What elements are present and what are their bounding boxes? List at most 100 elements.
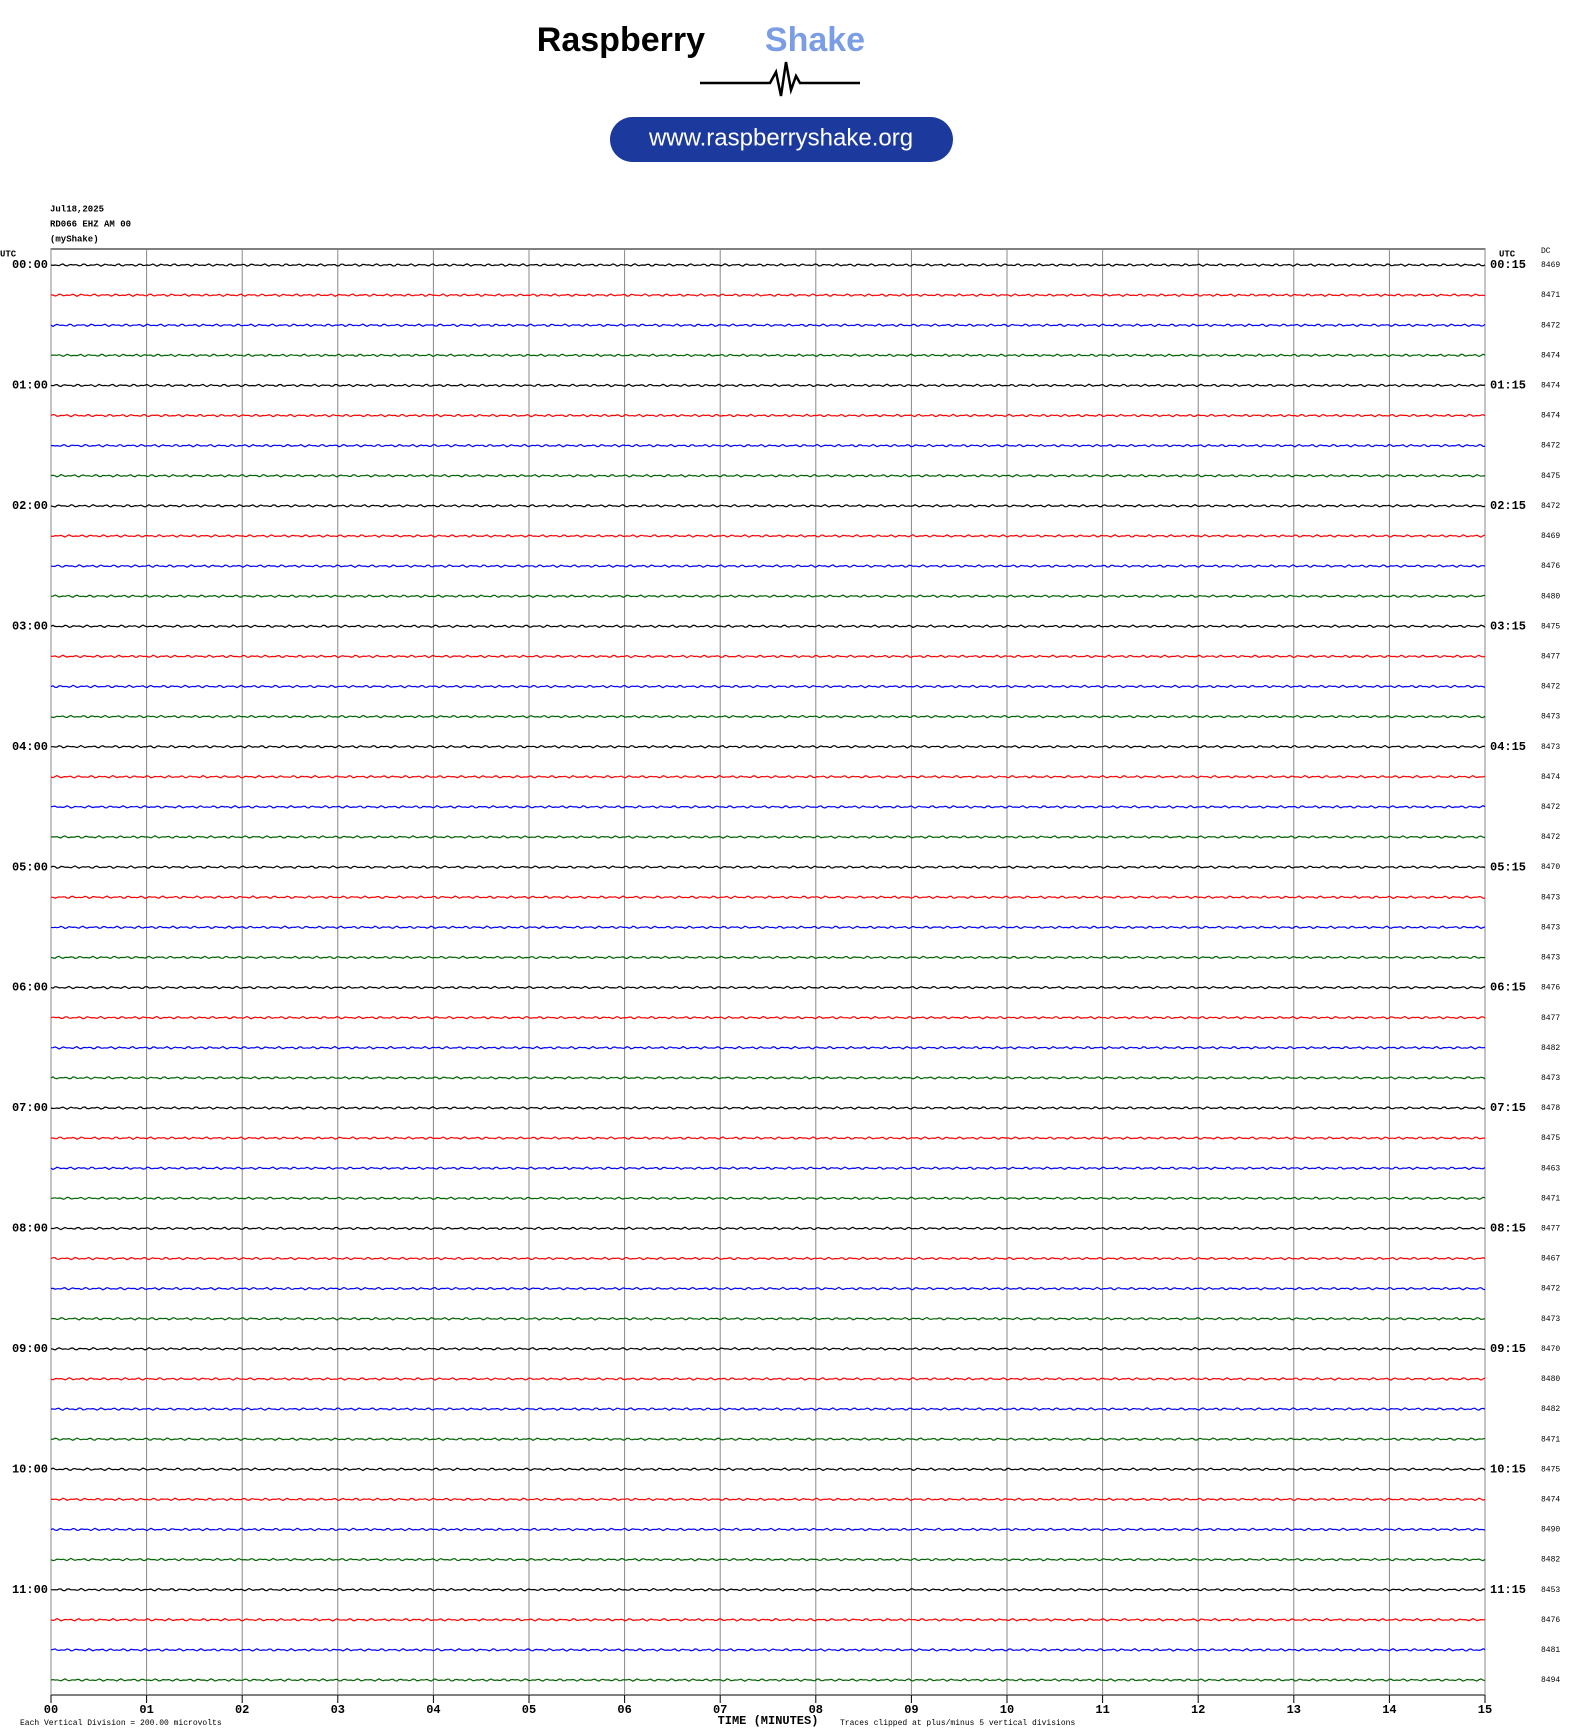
station: RD066 EHZ AM 00 (50, 219, 131, 229)
dc-value: 8474 (1541, 382, 1560, 391)
dc-value: 8469 (1541, 532, 1560, 541)
seismic-trace (50, 895, 1486, 900)
seismic-trace (50, 534, 1486, 538)
date: Jul18,2025 (50, 204, 104, 214)
dc-value: 8475 (1541, 472, 1560, 481)
right-time-label: 08:15 (1490, 1222, 1526, 1236)
right-time-label: 03:15 (1490, 619, 1526, 633)
dc-value: 8476 (1541, 562, 1560, 571)
dc-value: 8475 (1541, 622, 1560, 631)
right-time-label: 00:15 (1490, 258, 1526, 272)
dc-value: 8470 (1541, 1345, 1560, 1354)
x-tick-label: 09 (904, 1703, 918, 1717)
seismic-trace (50, 684, 1486, 689)
x-axis-title: TIME (MINUTES) (718, 1714, 819, 1728)
dc-value: 8474 (1541, 1495, 1560, 1504)
x-tick-label: 03 (331, 1703, 345, 1717)
seismic-trace (50, 865, 1486, 869)
dc-value: 8472 (1541, 502, 1560, 511)
seismic-trace (50, 624, 1486, 629)
seismic-trace (50, 594, 1486, 599)
x-tick-label: 00 (44, 1703, 58, 1717)
seismic-trace (50, 1648, 1486, 1652)
clip-note: Traces clipped at plus/minus 5 vertical … (840, 1719, 1075, 1728)
left-time-label: 03:00 (12, 619, 48, 633)
x-tick-label: 12 (1191, 1703, 1205, 1717)
x-tick-label: 04 (426, 1703, 440, 1717)
left-time-label: 05:00 (12, 860, 48, 874)
brand: Raspberry (537, 21, 705, 59)
seismic-trace (50, 413, 1486, 418)
dc-value: 8482 (1541, 1044, 1560, 1053)
url-pill (610, 117, 953, 162)
seismic-trace (50, 1587, 1486, 1592)
seismic-trace (50, 925, 1486, 930)
dc-value: 8473 (1541, 1074, 1560, 1083)
dc-value: 8471 (1541, 1435, 1560, 1444)
x-tick-label: 01 (139, 1703, 153, 1717)
dc-value: 8476 (1541, 1616, 1560, 1625)
dc-value: 8474 (1541, 412, 1560, 421)
seismic-trace (50, 443, 1485, 448)
dc-value: 8482 (1541, 1405, 1560, 1414)
dc-value: 8477 (1541, 652, 1560, 661)
seismic-trace (50, 714, 1486, 719)
seismic-trace (50, 1166, 1486, 1171)
x-tick-label: 10 (1000, 1703, 1014, 1717)
dc-value: 8469 (1541, 261, 1560, 270)
dc-value: 8470 (1541, 863, 1560, 872)
x-tick-label: 06 (617, 1703, 631, 1717)
dc-value: 8472 (1541, 833, 1560, 842)
seismic-trace (50, 955, 1486, 960)
seismic-trace (50, 383, 1486, 388)
dc-value: 8472 (1541, 442, 1560, 451)
seismic-trace (50, 1617, 1486, 1622)
dc-value: 8473 (1541, 893, 1560, 902)
seismic-trace (50, 1136, 1486, 1140)
dc-value: 8453 (1541, 1586, 1560, 1595)
left-time-label: 04:00 (12, 740, 48, 754)
right-time-label: 01:15 (1490, 379, 1526, 393)
x-tick-label: 02 (235, 1703, 249, 1717)
dc-value: 8472 (1541, 803, 1560, 812)
dc-value: 8475 (1541, 1465, 1560, 1474)
dc-value: 8474 (1541, 351, 1560, 360)
logo-squiggle (700, 61, 860, 97)
seismic-trace (50, 835, 1486, 839)
right-time-label: 05:15 (1490, 860, 1526, 874)
seismic-trace (51, 1497, 1486, 1502)
brand-accent: Shake (765, 21, 865, 59)
seismic-trace (50, 1346, 1486, 1351)
dc-value: 8473 (1541, 713, 1560, 722)
dc-value: 8478 (1541, 1104, 1560, 1113)
dc-value: 8494 (1541, 1676, 1560, 1685)
left-time-label: 06:00 (12, 981, 48, 995)
x-tick-label: 13 (1287, 1703, 1301, 1717)
dc-value: 8471 (1541, 291, 1560, 300)
right-time-label: 02:15 (1490, 499, 1526, 513)
seismic-trace (50, 263, 1486, 267)
seismic-trace (50, 1678, 1486, 1682)
dc-value: 8480 (1541, 1375, 1560, 1384)
dc-value: 8463 (1541, 1164, 1560, 1173)
plot-frame (50, 248, 1486, 1696)
left-time-label: 01:00 (12, 379, 48, 393)
dc-value: 8473 (1541, 1315, 1560, 1324)
right-time-label: 10:15 (1490, 1462, 1526, 1476)
dc-value: 8490 (1541, 1526, 1560, 1535)
left-time-label: 02:00 (12, 499, 48, 513)
left-time-label: 11:00 (12, 1583, 48, 1597)
seismic-trace (50, 1196, 1486, 1201)
right-time-label: 11:15 (1490, 1583, 1526, 1597)
seismic-trace (51, 744, 1486, 749)
owner: (myShake) (50, 234, 99, 244)
seismic-trace (50, 323, 1486, 328)
seismic-trace (50, 654, 1486, 659)
x-tick-label: 11 (1095, 1703, 1109, 1717)
seismic-trace (50, 473, 1486, 478)
seismic-trace (50, 1015, 1486, 1020)
dc-value: 8482 (1541, 1556, 1560, 1565)
dc-value: 8473 (1541, 743, 1560, 752)
dc-value: 8476 (1541, 984, 1560, 993)
seismic-trace (50, 504, 1486, 508)
